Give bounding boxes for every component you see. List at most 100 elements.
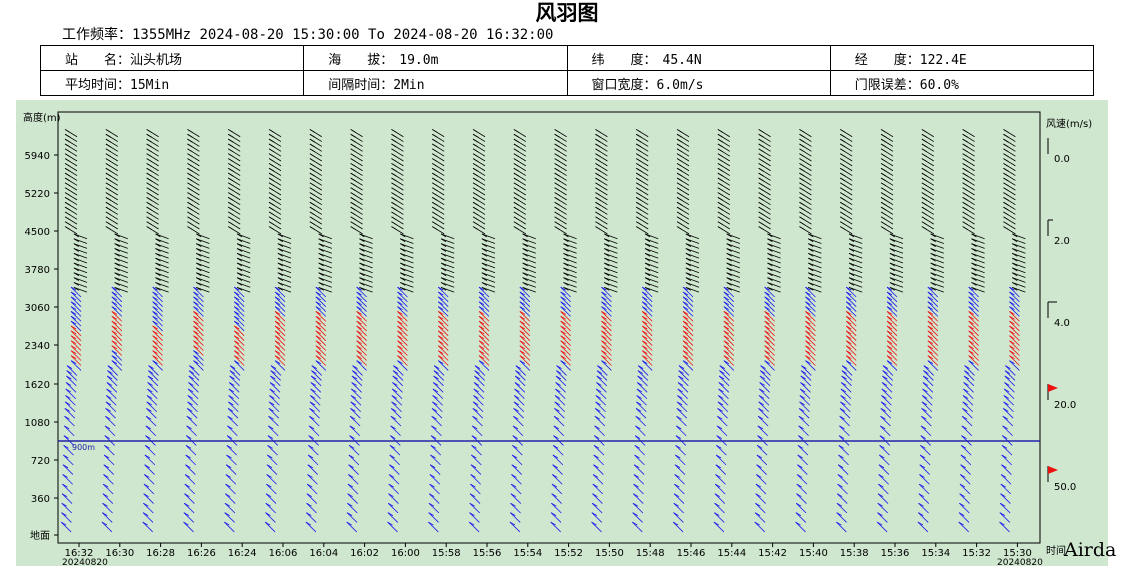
x-tick-label: 15:38 [840,548,869,559]
wind-barb-feather [228,148,234,153]
wind-barb [391,395,403,406]
wind-barb-feather [601,320,607,325]
wind-barb [879,425,891,437]
wind-barb-feather [551,502,557,507]
wind-barb [716,425,728,437]
wind-barb [193,340,204,351]
wind-barb [718,388,729,400]
wind-barb [236,286,251,293]
wind-barb-feather [63,435,70,439]
wind-barb-feather [637,370,644,374]
wind-barb-feather [225,483,231,488]
wind-barb-feather [510,512,516,516]
wind-barb-feather [350,133,356,138]
wind-barb [889,272,904,278]
wind-barb [764,350,775,361]
wind-barb [840,401,851,413]
x-tick-label: 16:28 [146,548,175,559]
wind-barb [672,521,684,533]
wind-barb-feather [431,425,437,430]
wind-barb [636,388,648,400]
wind-barb [879,445,890,456]
wind-barb [799,395,811,406]
wind-barb [797,454,808,466]
wind-barb [481,286,496,293]
wind-barb-feather [886,320,893,325]
interval-value: 2Min [393,77,425,93]
wind-barb [269,395,280,406]
wind-barb-feather [717,211,724,216]
wind-barb [808,233,822,240]
wind-barb [848,267,863,274]
wind-barb [601,345,612,356]
wind-barb-feather [962,187,968,192]
wind-barb [147,382,158,393]
wind-barb [801,365,812,376]
wind-barb [673,493,685,504]
wind-barb-feather [685,233,692,238]
wind-barb [764,291,775,303]
wind-barb [845,335,857,346]
wind-barb-feather [604,248,610,252]
wind-barb-feather [636,211,642,216]
wind-barb-feather [767,238,773,243]
wind-barb-feather [522,248,528,252]
wind-barb-feather [755,483,762,488]
wind-barb-feather [921,206,928,211]
wind-barb [145,415,157,427]
wind-barb-feather [923,370,929,374]
wind-barb [62,464,74,475]
wind-barb-feather [522,238,528,243]
wind-barb-feather [347,502,353,507]
wind-barb-feather [306,512,312,516]
wind-barb-feather [1002,435,1008,439]
wind-barb [522,272,536,278]
wind-barb [315,320,327,332]
wind-barb-feather [840,201,846,206]
latitude-value: 45.4N [662,52,702,68]
wind-barb [193,306,204,317]
wind-barb-feather [359,238,365,243]
barb-column [917,129,944,533]
wind-barb-feather [1003,216,1009,221]
wind-barb-feather [155,248,161,252]
wind-barb-feather [960,454,967,459]
wind-barb-feather [552,454,559,459]
wind-barb-feather [478,355,485,359]
wind-barb-feather [595,129,601,133]
wind-barb [927,315,939,327]
wind-barb [62,483,73,495]
wind-barb-feather [228,153,234,158]
wind-barb-feather [636,216,642,221]
wind-barb-feather [440,267,447,272]
wind-barb [877,512,888,523]
y-tick-label: 3780 [25,265,50,276]
wind-barb-feather [309,129,316,133]
wind-barb [560,315,571,327]
wind-barb-feather [920,425,927,430]
wind-barb-feather [555,375,562,380]
wind-barb [551,502,562,514]
wind-barb [228,388,240,400]
wind-barb-feather [309,201,316,206]
wind-barb-feather [676,216,683,221]
wind-barb [593,454,604,466]
wind-barb [723,350,735,361]
wind-barb-feather [471,444,477,449]
wind-barb-feather [229,370,236,374]
wind-barb [930,252,944,259]
wind-barb-feather [62,474,68,478]
wind-barb-feather [723,301,730,306]
barb-layer [60,129,1026,533]
wind-barb-feather [1012,272,1018,277]
wind-barb-feather [715,454,722,459]
wind-barb-feather [397,301,403,306]
wind-barb-feather [61,512,67,516]
wind-barb-feather [432,226,438,230]
wind-barb-feather [225,493,231,498]
wind-barb [930,238,944,244]
wind-barb [641,315,653,327]
wind-barb-feather [927,315,934,320]
wind-barb-feather [519,330,526,335]
wind-barb-feather [152,296,158,301]
